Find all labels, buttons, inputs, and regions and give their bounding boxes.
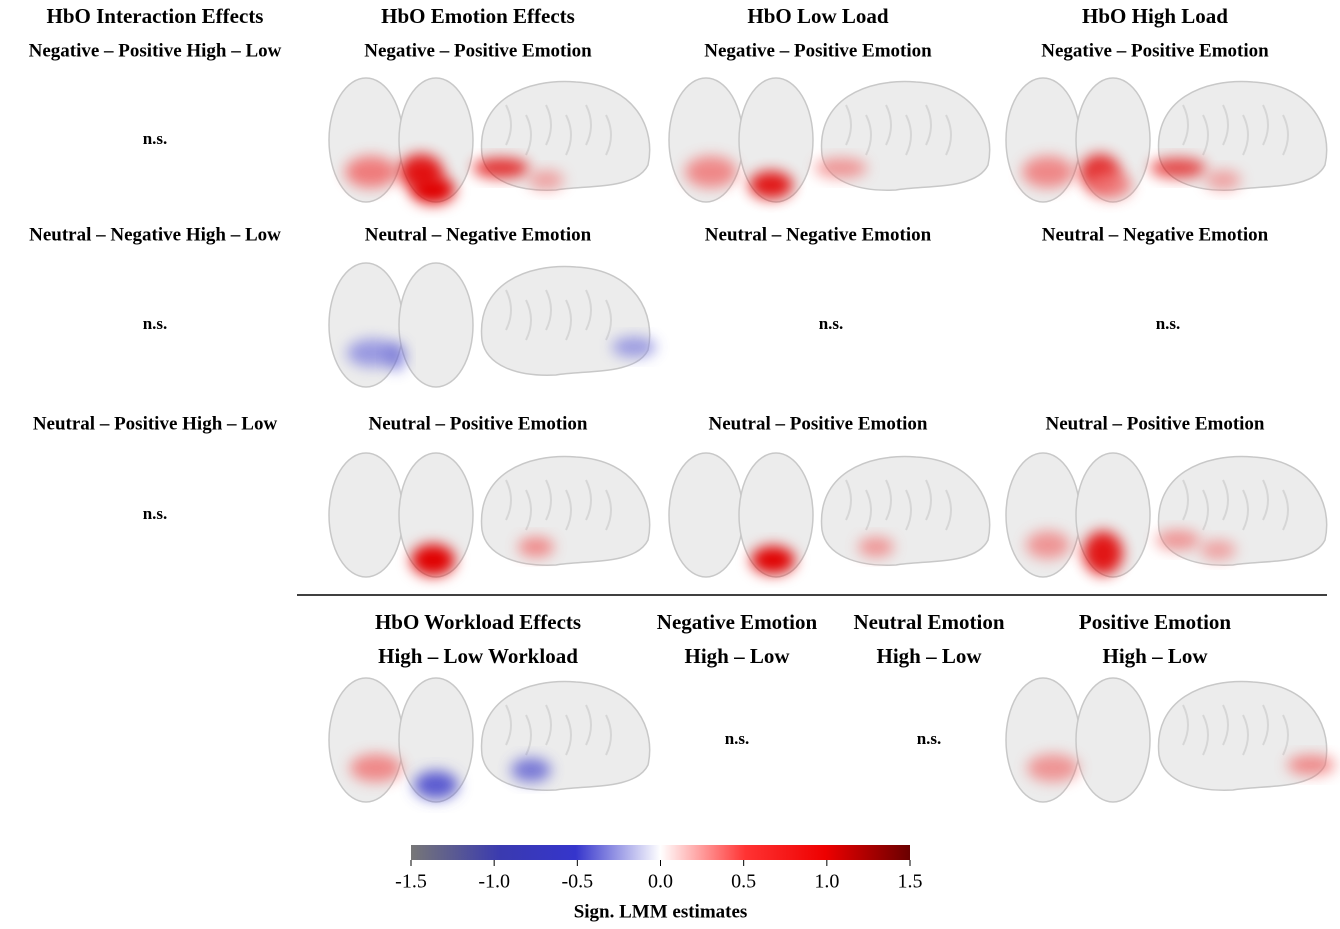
section-title: HbO Workload Effects <box>375 610 581 634</box>
activation <box>1200 540 1236 560</box>
activation <box>1205 170 1241 190</box>
brain-pair <box>1006 678 1335 802</box>
result-text: n.s. <box>143 129 168 148</box>
contrast-label: Neutral – Positive Emotion <box>708 413 927 434</box>
contrast-label: Neutral – Positive Emotion <box>368 413 587 434</box>
contrast-label: Neutral – Negative Emotion <box>365 224 592 245</box>
contrast-label: Neutral – Negative Emotion <box>1042 224 1269 245</box>
brain-pair <box>329 263 656 387</box>
column-header: HbO Interaction Effects <box>47 4 264 28</box>
activation <box>511 758 551 782</box>
brain-side <box>482 267 650 376</box>
contrast-label: Neutral – Positive High – Low <box>33 413 278 434</box>
section-title: Neutral Emotion <box>853 610 1004 634</box>
figure: HbO Interaction Effects HbO Emotion Effec… <box>0 0 1340 929</box>
section-title: Positive Emotion <box>1079 610 1232 634</box>
activation <box>518 537 554 557</box>
activation <box>350 754 402 782</box>
tick-label: -0.5 <box>561 871 593 893</box>
column-header: HbO Low Load <box>747 4 889 28</box>
column-header: HbO Emotion Effects <box>381 4 575 28</box>
activation <box>749 171 793 199</box>
activation <box>386 343 406 371</box>
brain-pair <box>329 678 650 802</box>
activation <box>1026 531 1070 559</box>
activation <box>1287 755 1335 775</box>
result-text: n.s. <box>725 729 750 748</box>
brain-front-left <box>329 453 403 577</box>
activation <box>414 771 458 799</box>
colorbar-label: Sign. LMM estimates <box>574 901 748 922</box>
activation <box>751 546 795 574</box>
brain-side <box>822 457 990 566</box>
brain-pair <box>329 78 650 204</box>
brain-front-left <box>1006 678 1080 802</box>
activation <box>411 544 455 576</box>
activation <box>685 156 737 188</box>
tick-label: 1.0 <box>814 871 839 893</box>
tick-label: 0.5 <box>731 871 756 893</box>
brain-side <box>482 457 650 566</box>
column-header: HbO High Load <box>1082 4 1228 28</box>
activation <box>1156 530 1200 550</box>
contrast-label: Neutral – Positive Emotion <box>1045 413 1264 434</box>
activation <box>1150 158 1206 178</box>
brain-front-right <box>1076 678 1150 802</box>
contrast-label: High – Low <box>1102 644 1208 668</box>
brain-pair <box>329 453 650 577</box>
brain-front-right <box>399 263 473 387</box>
activation <box>345 156 397 188</box>
result-text: n.s. <box>917 729 942 748</box>
tick-label: -1.5 <box>395 871 427 893</box>
brain-front-left <box>669 453 743 577</box>
activation <box>815 158 867 178</box>
contrast-label: Neutral – Negative High – Low <box>29 224 281 245</box>
contrast-label: Negative – Positive Emotion <box>704 40 932 61</box>
contrast-label: High – Low <box>876 644 982 668</box>
colorbar <box>411 845 910 860</box>
activation <box>473 158 529 178</box>
activation <box>1088 171 1132 199</box>
contrast-label: Negative – Positive Emotion <box>364 40 592 61</box>
contrast-label: High – Low <box>684 644 790 668</box>
brain-pair <box>1006 78 1327 202</box>
section-title: Negative Emotion <box>657 610 818 634</box>
contrast-label: Negative – Positive High – Low <box>29 40 282 61</box>
brain-pair <box>1006 453 1327 577</box>
result-text: n.s. <box>1156 314 1181 333</box>
brain-pair <box>669 453 990 577</box>
contrast-label: Neutral – Negative Emotion <box>705 224 932 245</box>
tick-label: 1.5 <box>898 871 923 893</box>
activation <box>1022 156 1074 188</box>
contrast-label: High – Low Workload <box>378 644 578 668</box>
tick-label: -1.0 <box>478 871 510 893</box>
brain-pair <box>669 78 990 202</box>
brain-side <box>482 682 650 791</box>
activation <box>528 170 564 190</box>
activation <box>1027 754 1079 782</box>
activation <box>411 176 455 204</box>
activation <box>612 337 656 357</box>
result-text: n.s. <box>143 314 168 333</box>
contrast-label: Negative – Positive Emotion <box>1041 40 1269 61</box>
activation <box>858 537 894 557</box>
tick-label: 0.0 <box>648 871 673 893</box>
brain-front-left <box>329 678 403 802</box>
result-text: n.s. <box>819 314 844 333</box>
result-text: n.s. <box>143 504 168 523</box>
activation <box>1083 531 1123 575</box>
